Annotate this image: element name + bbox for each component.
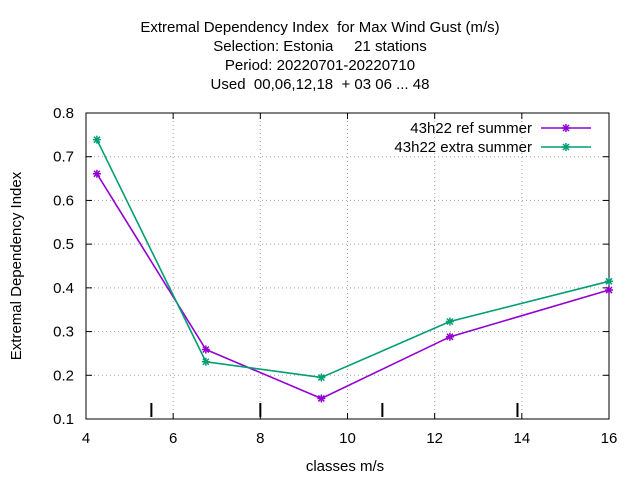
legend-label: 43h22 ref summer bbox=[410, 120, 532, 137]
x-axis-label: classes m/s bbox=[306, 458, 384, 475]
x-tick-label: 14 bbox=[513, 430, 530, 447]
data-point bbox=[92, 169, 101, 178]
point-mark-d2 bbox=[202, 345, 210, 354]
x-tick-label: 4 bbox=[82, 430, 90, 447]
point-mark-d2 bbox=[317, 373, 325, 382]
y-tick-label: 0.2 bbox=[53, 367, 74, 384]
y-tick-label: 0.1 bbox=[53, 411, 74, 428]
y-tick-label: 0.4 bbox=[53, 280, 74, 297]
chart-title-line-1: Extremal Dependency Index for Max Wind G… bbox=[140, 19, 500, 36]
point-mark-d2 bbox=[446, 333, 454, 341]
legend-marker-d2 bbox=[562, 143, 570, 151]
point-mark-d2 bbox=[202, 358, 210, 366]
grid bbox=[86, 113, 609, 419]
legend: 43h22 ref summer 43h22 extra summer bbox=[394, 120, 591, 156]
data-point bbox=[605, 286, 613, 295]
data-point bbox=[317, 394, 326, 403]
point-mark-d2 bbox=[93, 170, 101, 178]
legend-marker-d2 bbox=[562, 124, 570, 132]
y-axis-label: Extremal Dependency Index bbox=[8, 171, 25, 360]
x-tick-label: 10 bbox=[339, 430, 356, 447]
x-tick-label: 8 bbox=[256, 430, 264, 447]
chart-title-line-2: Selection: Estonia 21 stations bbox=[213, 38, 427, 55]
data-point bbox=[317, 373, 326, 382]
data-point bbox=[605, 277, 613, 286]
y-tick-label: 0.7 bbox=[53, 149, 74, 166]
y-tick-label: 0.6 bbox=[53, 192, 74, 209]
data-point bbox=[445, 332, 454, 341]
series-line-43h22_ref_summer bbox=[96, 173, 610, 400]
series-line-43h22_extra_summer bbox=[96, 139, 610, 379]
chart-title-line-4: Used 00,06,12,18 + 03 06 ... 48 bbox=[210, 76, 430, 93]
y-tick-label: 0.3 bbox=[53, 324, 74, 341]
axes: 4 6 8 10 12 14 16 0.1 0.2 0.3 0.4 0.5 0.6 0.7 0.8 bbox=[53, 105, 617, 447]
data-point bbox=[92, 135, 101, 144]
data-point bbox=[201, 357, 210, 366]
point-mark-d2 bbox=[317, 394, 325, 402]
legend-label: 43h22 extra summer bbox=[394, 139, 532, 156]
point-mark-d2 bbox=[93, 136, 101, 144]
point-mark-d2 bbox=[605, 277, 613, 285]
point-mark-d2 bbox=[605, 286, 613, 294]
data-point bbox=[445, 317, 454, 326]
point-mark-d2 bbox=[446, 317, 454, 326]
y-tick-label: 0.8 bbox=[53, 105, 74, 122]
chart-title-line-3: Period: 20220701-20220710 bbox=[224, 57, 416, 74]
series bbox=[92, 135, 613, 403]
x-tick-label: 12 bbox=[426, 430, 443, 447]
data-point bbox=[201, 345, 210, 354]
y-tick-label: 0.5 bbox=[53, 236, 74, 253]
x-tick-label: 16 bbox=[601, 430, 618, 447]
class-marks bbox=[150, 403, 519, 417]
x-tick-label: 6 bbox=[169, 430, 177, 447]
